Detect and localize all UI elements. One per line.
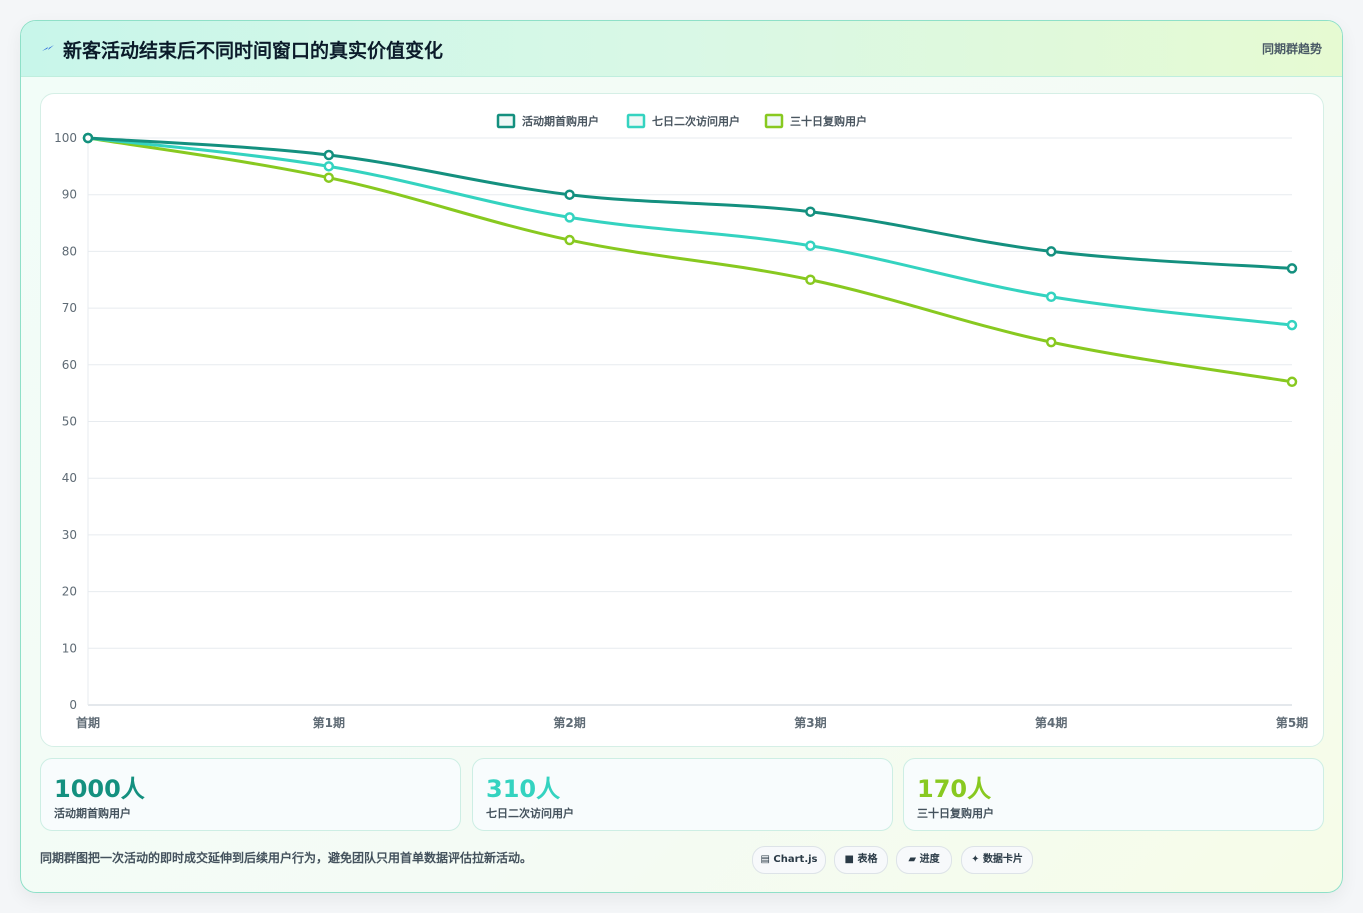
y-tick-label: 0 [69, 698, 77, 712]
series-line [86, 136, 1294, 384]
card-header: 新客活动结束后不同时间窗口的真实价值变化 同期群趋势 [21, 21, 1342, 77]
legend-swatch [764, 113, 784, 129]
chart-panel: 0 10 20 30 40 50 60 70 80 90 100 首期 第1期 第2期 第3期 第4期 第5期 活… [40, 93, 1324, 747]
legend-label: 活动期首购用户 [522, 114, 599, 128]
y-tick-label: 30 [62, 528, 77, 542]
y-tick-label: 80 [62, 244, 77, 258]
stat-label: 七日二次访问用户 [486, 807, 574, 820]
trend-badge: 同期群趋势 [1261, 42, 1322, 56]
pill-label: Chart.js [773, 854, 818, 865]
cohort-card: 新客活动结束后不同时间窗口的真实价值变化 同期群趋势 0 10 20 30 40 50 60… [20, 20, 1343, 893]
footnote: 同期群图把一次活动的即时成交延伸到后续用户行为，避免团队只用首单数据评估拉新活动… [40, 851, 533, 865]
pill-progress[interactable]: ▰ 进度 [896, 846, 952, 874]
series-line [86, 136, 1294, 327]
pill-label: 进度 [919, 854, 940, 865]
x-tick-label: 第5期 [1276, 715, 1308, 730]
page-title: 新客活动结束后不同时间窗口的真实价值变化 [63, 40, 444, 62]
stat-value: 310人 [486, 775, 561, 803]
data-point [1286, 263, 1298, 274]
data-point [805, 274, 816, 285]
y-tick-label: 20 [62, 585, 77, 599]
data-point [323, 149, 335, 161]
data-point [1045, 336, 1057, 348]
x-tick-label: 第1期 [313, 715, 345, 730]
x-tick-label: 首期 [76, 715, 100, 730]
lightning-icon [42, 45, 54, 51]
y-tick-label: 90 [62, 188, 77, 202]
y-tick-label: 100 [54, 131, 77, 145]
progress-icon: ▰ [908, 854, 917, 865]
y-tick-label: 50 [62, 415, 77, 429]
legend-swatch [496, 113, 516, 129]
data-point [82, 132, 94, 144]
stat-label: 活动期首购用户 [54, 807, 131, 820]
data-point [1045, 246, 1057, 257]
pill-table[interactable]: ■ 表格 [834, 846, 888, 874]
stat-card-first-purchase: 1000人 活动期首购用户 [40, 758, 461, 831]
chart-icon: ▤ [760, 854, 770, 865]
data-point [1286, 376, 1298, 388]
y-tick-label: 70 [62, 301, 77, 315]
stat-card-thirty-day: 170人 三十日复购用户 [903, 758, 1324, 831]
pill-chartjs[interactable]: ▤ Chart.js [752, 846, 826, 874]
data-point [564, 212, 575, 223]
data-point [323, 161, 335, 172]
legend-label: 三十日复购用户 [790, 114, 867, 128]
legend-label: 七日二次访问用户 [652, 114, 740, 128]
stat-card-seven-day: 310人 七日二次访问用户 [472, 758, 893, 831]
x-tick-label: 第4期 [1035, 715, 1067, 730]
y-tick-label: 10 [62, 641, 77, 655]
stat-label: 三十日复购用户 [917, 807, 994, 820]
x-tick-label: 第3期 [794, 715, 826, 730]
series-line [86, 136, 1294, 270]
pill-data-card[interactable]: ✦ 数据卡片 [961, 846, 1033, 874]
data-point [564, 189, 575, 200]
y-tick-label: 60 [62, 358, 77, 372]
pill-label: 表格 [857, 854, 878, 865]
data-point [1286, 319, 1298, 331]
legend-swatch [626, 113, 646, 129]
pill-label: 数据卡片 [982, 854, 1023, 865]
y-tick-label: 40 [62, 471, 77, 485]
data-point [564, 234, 575, 246]
table-icon: ■ [844, 854, 854, 865]
data-point [1045, 291, 1057, 303]
data-point [323, 172, 335, 183]
x-tick-label: 第2期 [553, 715, 585, 730]
card-icon: ✦ [971, 854, 980, 865]
stat-value: 1000人 [54, 775, 145, 803]
data-point [805, 206, 816, 217]
cohort-line-chart: 0 10 20 30 40 50 60 70 80 90 100 首期 第1期 第2期 第3期 第4期 第5期 活… [54, 113, 1308, 730]
data-point [805, 240, 816, 251]
stat-value: 170人 [917, 775, 992, 803]
